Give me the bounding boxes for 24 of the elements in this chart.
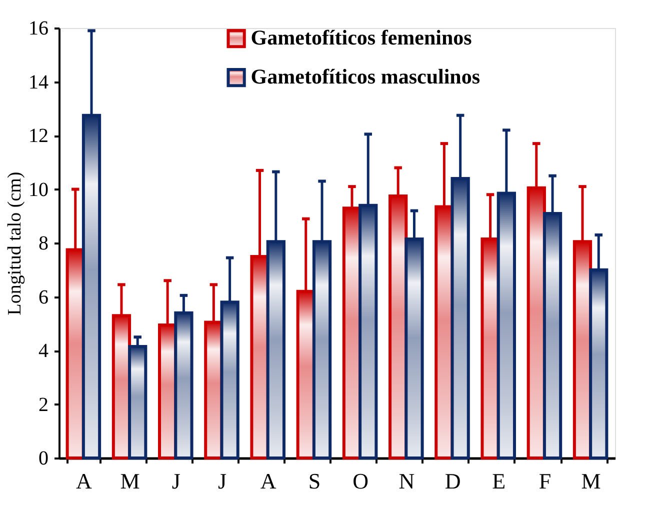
- y-tick-label: 14: [28, 71, 48, 94]
- y-tick-label: 12: [28, 125, 48, 147]
- x-tick-label: M: [120, 468, 140, 494]
- y-tick-label: 0: [38, 448, 48, 470]
- y-tick-label: 10: [28, 178, 48, 201]
- x-tick-label: M: [581, 468, 601, 494]
- x-tick-label: J: [172, 468, 181, 494]
- x-tick-label: F: [538, 468, 552, 494]
- y-tick-label: 4: [38, 340, 48, 362]
- legend-label: Gametofíticos masculinos: [250, 64, 480, 88]
- x-tick-label: D: [444, 468, 461, 494]
- x-tick-label: J: [218, 468, 227, 494]
- y-tick-label: 2: [38, 394, 48, 416]
- x-tick-label: S: [308, 468, 321, 494]
- x-tick-label: N: [398, 468, 415, 494]
- y-axis-title: Longitud talo (cm): [4, 172, 26, 316]
- x-tick-label: O: [352, 468, 368, 494]
- y-tick-label: 6: [38, 286, 48, 308]
- legend-label: Gametofíticos femeninos: [250, 26, 472, 50]
- x-tick-label: A: [76, 468, 92, 494]
- y-tick-label: 8: [38, 232, 48, 254]
- x-tick-label: A: [260, 468, 276, 494]
- y-tick-label: 16: [28, 18, 48, 40]
- x-tick-label: E: [492, 468, 506, 494]
